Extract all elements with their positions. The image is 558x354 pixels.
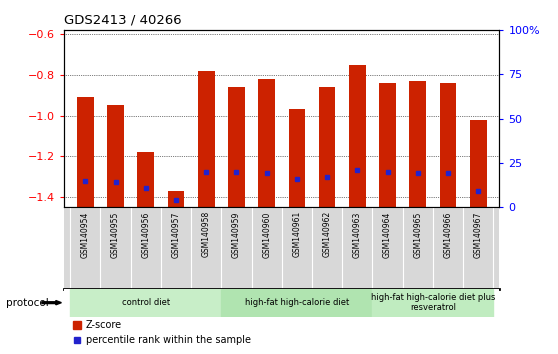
Text: GSM140956: GSM140956 <box>141 211 150 258</box>
Bar <box>470 120 487 207</box>
Text: GSM140967: GSM140967 <box>474 211 483 258</box>
Bar <box>440 83 456 207</box>
Bar <box>410 81 426 207</box>
Bar <box>222 289 373 317</box>
Bar <box>168 191 184 207</box>
Text: GSM140959: GSM140959 <box>232 211 241 258</box>
Text: GSM140955: GSM140955 <box>111 211 120 258</box>
Bar <box>288 109 305 207</box>
Text: GSM140960: GSM140960 <box>262 211 271 258</box>
Text: GSM140966: GSM140966 <box>444 211 453 258</box>
Bar <box>373 289 493 317</box>
Bar <box>228 87 245 207</box>
Bar <box>70 289 222 317</box>
Bar <box>77 97 94 207</box>
Bar <box>319 87 335 207</box>
Bar <box>198 71 214 207</box>
Text: GSM140963: GSM140963 <box>353 211 362 258</box>
Text: GSM140957: GSM140957 <box>171 211 180 258</box>
Bar <box>137 152 154 207</box>
Bar <box>107 105 124 207</box>
Text: GSM140964: GSM140964 <box>383 211 392 258</box>
Text: GSM140965: GSM140965 <box>413 211 422 258</box>
Bar <box>258 79 275 207</box>
Text: GSM140962: GSM140962 <box>323 211 331 257</box>
Text: protocol: protocol <box>6 298 49 308</box>
Text: high-fat high-calorie diet: high-fat high-calorie diet <box>245 298 349 307</box>
Text: high-fat high-calorie diet plus
resveratrol: high-fat high-calorie diet plus resverat… <box>371 293 495 312</box>
Text: GDS2413 / 40266: GDS2413 / 40266 <box>64 13 182 27</box>
Bar <box>379 83 396 207</box>
Text: GSM140958: GSM140958 <box>202 211 211 257</box>
Text: GSM140954: GSM140954 <box>81 211 90 258</box>
Bar <box>349 65 365 207</box>
Text: control diet: control diet <box>122 298 170 307</box>
Text: GSM140961: GSM140961 <box>292 211 301 257</box>
Legend: Z-score, percentile rank within the sample: Z-score, percentile rank within the samp… <box>69 316 254 349</box>
